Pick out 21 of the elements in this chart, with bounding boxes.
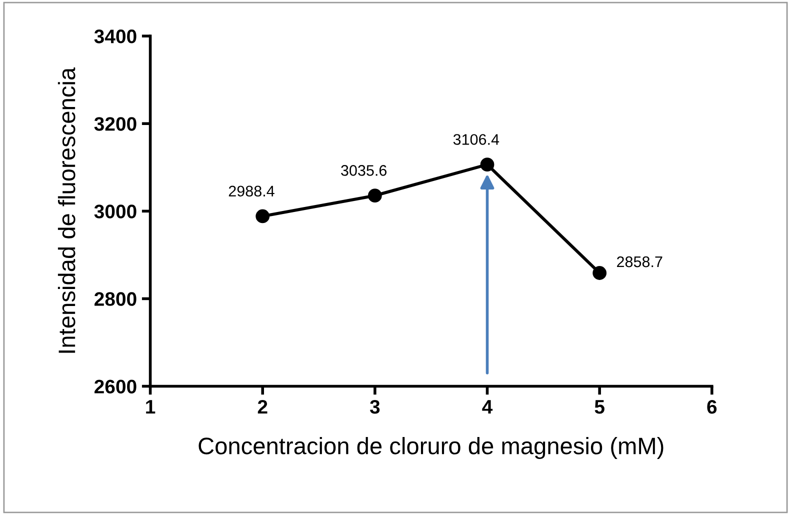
point xyxy=(592,266,607,280)
x-tick-label: 5 xyxy=(594,400,604,414)
point xyxy=(368,188,382,203)
point xyxy=(480,158,494,172)
y-axis-title: Intensidad de fluorescencia xyxy=(58,67,76,353)
x-tick-label: 2 xyxy=(258,400,268,414)
data-label: 2858.7 xyxy=(617,256,662,268)
x-tick-label: 1 xyxy=(146,400,156,414)
y-tick-label: 3400 xyxy=(94,30,136,44)
y-tick-label: 3000 xyxy=(94,204,136,218)
y-tick-label: 2800 xyxy=(94,292,136,306)
y-tick-label: 3200 xyxy=(94,117,136,131)
x-tick-label: 6 xyxy=(707,400,717,414)
y-tick-label: 2600 xyxy=(94,380,136,394)
x-axis-title: Concentracion de cloruro de magnesio (mM) xyxy=(198,437,664,460)
data-label: 3035.6 xyxy=(341,165,387,176)
x-tick-label: 3 xyxy=(370,400,380,414)
data-label: 3106.4 xyxy=(453,134,500,145)
point xyxy=(256,209,270,224)
x-tick-label: 4 xyxy=(482,400,493,414)
data-label: 2988.4 xyxy=(228,186,274,197)
